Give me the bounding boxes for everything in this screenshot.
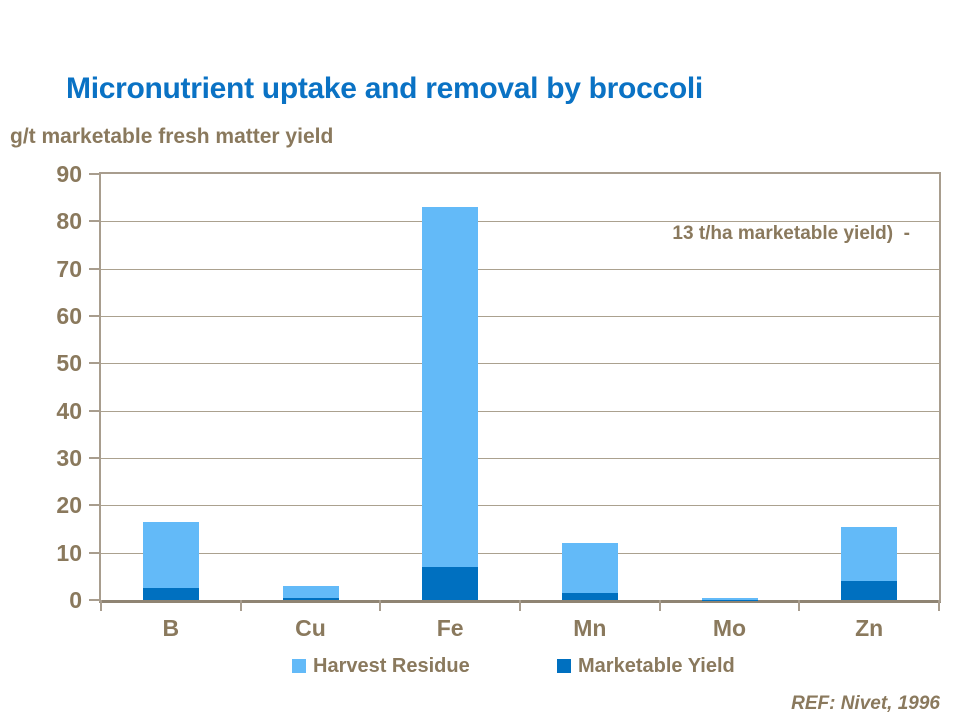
x-tick-label-B: B: [162, 615, 180, 641]
x-tick-label-Mn: Mn: [573, 615, 607, 641]
bar-B-marketable-yield: [142, 588, 199, 600]
marketable-yield-swatch-icon: [557, 659, 571, 673]
y-tick-label-30: 30: [56, 445, 82, 471]
yield-annotation: 13 t/ha marketable yield) -: [672, 223, 910, 244]
gridline-40: [101, 410, 939, 412]
y-tick-label-80: 80: [56, 208, 82, 235]
x-tick-label-Cu: Cu: [295, 615, 326, 641]
bar-Mn-marketable-yield: [561, 592, 618, 600]
y-tick-label-0: 0: [69, 587, 82, 613]
y-tick-label-20: 20: [56, 492, 82, 519]
x-tick-label-Zn: Zn: [855, 615, 884, 641]
y-tick-label-50: 50: [56, 350, 82, 377]
chart-title: Micronutrient uptake and removal by broc…: [66, 72, 703, 105]
gridline-60: [101, 316, 939, 317]
bar-Fe-harvest-residue: [422, 207, 479, 567]
bar-Fe-marketable-yield: [422, 566, 479, 600]
plot-area: [99, 172, 941, 603]
gridline-30: [101, 458, 939, 459]
legend-item-harvest-residue: Harvest Residue: [292, 654, 470, 678]
legend-item-marketable-yield: Marketable Yield: [557, 654, 735, 678]
bar-Zn-marketable-yield: [841, 581, 898, 600]
gridline-10: [101, 552, 939, 554]
y-tick-label-90: 90: [56, 161, 82, 187]
harvest-residue-swatch-icon: [292, 659, 306, 673]
bar-Mn-harvest-residue: [561, 543, 618, 593]
y-tick-label-60: 60: [56, 303, 82, 329]
gridline-70: [101, 268, 939, 270]
gridline-20: [101, 505, 939, 507]
gridline-50: [101, 363, 939, 365]
x-tick-label-Mo: Mo: [712, 615, 747, 641]
y-axis-unit-label: g/t marketable fresh matter yield: [10, 125, 334, 148]
legend-label-harvest-residue: Harvest Residue: [313, 654, 470, 677]
x-tick-label-Fe: Fe: [436, 615, 464, 641]
reference-citation: REF: Nivet, 1996: [791, 693, 940, 714]
y-tick-label-40: 40: [56, 397, 82, 424]
legend-label-marketable-yield: Marketable Yield: [578, 654, 735, 677]
bar-B-harvest-residue: [142, 521, 199, 589]
bar-Zn-harvest-residue: [841, 526, 898, 582]
bar-Cu-marketable-yield: [282, 597, 339, 600]
y-tick-label-70: 70: [56, 255, 82, 282]
bar-Cu-harvest-residue: [282, 585, 339, 598]
gridline-80: [101, 221, 939, 223]
bar-Mo-harvest-residue: [701, 597, 758, 600]
y-tick-label-10: 10: [56, 539, 82, 566]
